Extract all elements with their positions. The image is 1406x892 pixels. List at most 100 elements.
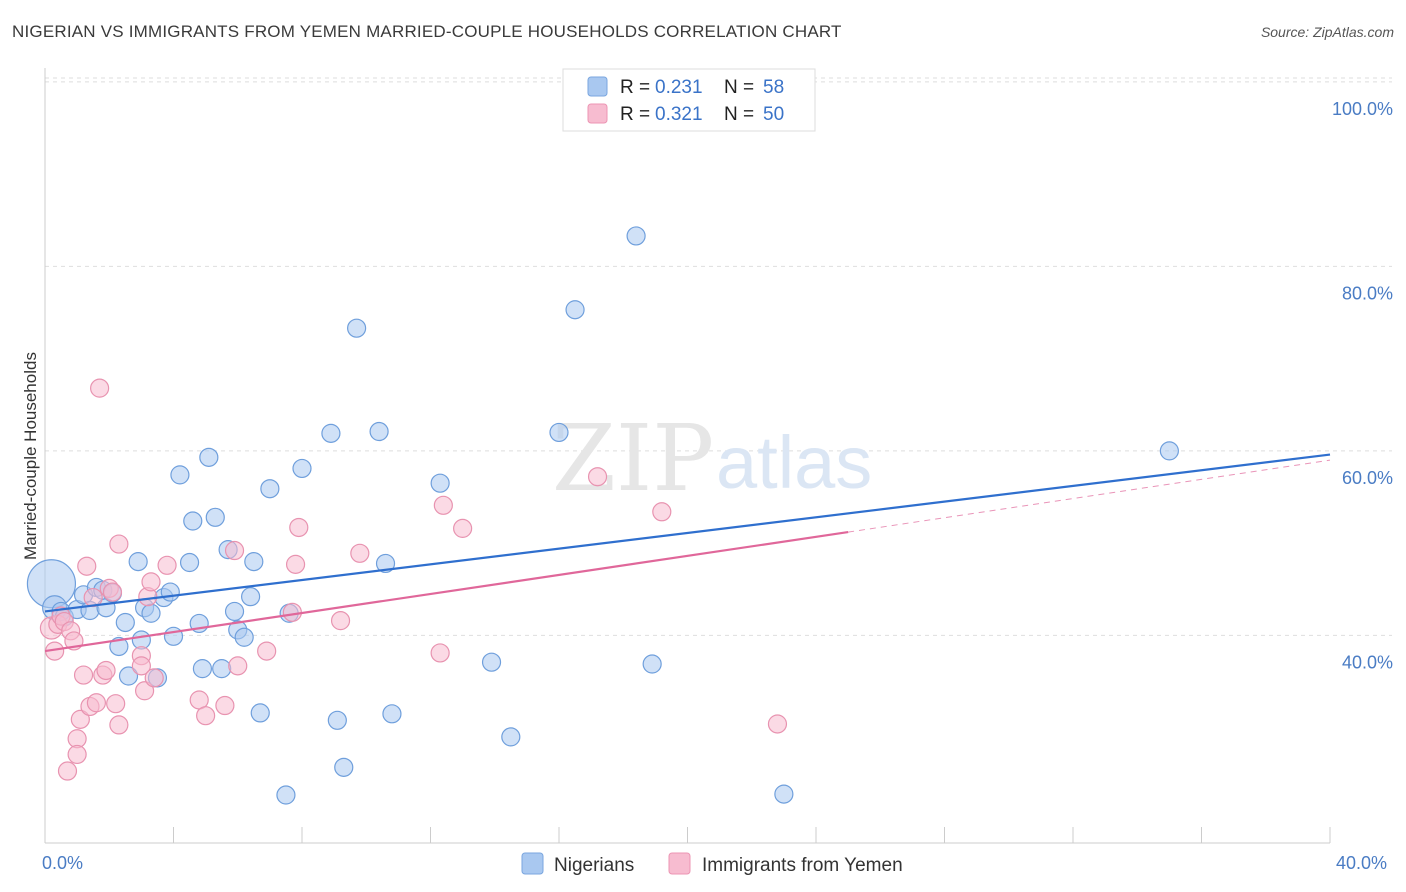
x-tick-marks	[44, 827, 1331, 843]
x-tick-label-min: 0.0%	[42, 853, 83, 873]
nigerian-point	[375, 553, 396, 574]
data-points	[26, 226, 1179, 805]
yemen-point	[57, 761, 78, 781]
yemen-point	[109, 534, 129, 554]
yemen-point	[257, 641, 277, 661]
nigerian-point	[327, 710, 347, 730]
y-tick-labels: 40.0% 60.0% 80.0% 100.0%	[1332, 99, 1393, 673]
yemen-point	[430, 643, 450, 663]
legend-swatch-yemen	[668, 852, 691, 875]
legend-n-label: N =	[724, 77, 754, 98]
yemen-point	[77, 556, 97, 576]
yemen-point	[144, 668, 164, 688]
watermark-zip: ZIP	[552, 405, 714, 512]
yemen-point	[285, 554, 306, 574]
legend-swatch-nigerians	[587, 76, 608, 97]
nigerian-point	[224, 601, 245, 622]
yemen-point	[73, 665, 94, 685]
nigerian-point	[170, 465, 190, 485]
nigerian-point	[160, 582, 180, 602]
nigerian-point	[260, 479, 280, 499]
legend-n-value: 50	[763, 104, 784, 125]
watermark-atlas: atlas	[716, 421, 872, 504]
y-tick-label: 80.0%	[1342, 283, 1393, 303]
yemen-point	[282, 602, 302, 622]
nigerian-point	[334, 757, 354, 777]
yemen-point	[196, 706, 216, 726]
yemen-point	[131, 656, 151, 676]
nigerian-point	[115, 612, 135, 633]
nigerian-point	[205, 507, 225, 527]
yemen-point	[90, 378, 110, 398]
legend-r-label: R =	[620, 77, 650, 98]
yemen-point	[224, 540, 245, 561]
legend-label-yemen: Immigrants from Yemen	[702, 855, 903, 876]
nigerian-point	[1159, 441, 1179, 461]
yemen-point	[350, 543, 370, 563]
nigerian-point	[481, 652, 502, 672]
y-tick-label: 40.0%	[1342, 652, 1393, 672]
nigerian-point	[109, 636, 129, 657]
nigerian-point	[118, 666, 139, 686]
legend-n-label: N =	[724, 104, 754, 125]
yemen-point	[96, 660, 116, 681]
yemen-point	[767, 714, 788, 734]
nigerian-point	[347, 318, 367, 338]
yemen-point	[134, 681, 155, 701]
nigerian-point	[183, 511, 203, 531]
legend-n-value: 58	[763, 77, 784, 98]
nigerian-point	[549, 422, 569, 443]
nigerian-point	[501, 727, 521, 747]
legend-swatch-nigerians	[521, 852, 544, 875]
nigerian-point	[179, 552, 200, 573]
yemen-point	[70, 709, 90, 729]
nigerian-point	[276, 785, 296, 805]
x-tick-label-max: 40.0%	[1336, 853, 1387, 873]
legend-r-value: 0.321	[655, 104, 703, 125]
nigerian-point	[199, 447, 219, 467]
yemen-point	[109, 715, 129, 735]
yemen-point	[157, 555, 177, 575]
nigerian-point	[774, 784, 794, 804]
nigerian-point	[292, 458, 312, 479]
yemen-point	[228, 656, 248, 676]
y-axis-label: Married-couple Households	[21, 352, 40, 560]
y-tick-label: 100.0%	[1332, 99, 1393, 119]
nigerian-point	[128, 552, 148, 572]
yemen-trend-extension	[848, 459, 1331, 533]
nigerian-point	[241, 587, 261, 607]
source-label: Source: ZipAtlas.com	[1260, 24, 1394, 40]
yemen-point	[652, 502, 672, 522]
nigerian-point	[321, 423, 341, 443]
nigerian-point	[192, 659, 213, 679]
yemen-point	[289, 517, 309, 538]
nigerian-point	[244, 552, 264, 572]
nigerian-trend-line	[44, 453, 1331, 613]
nigerian-point	[141, 603, 161, 623]
yemen-point	[106, 694, 126, 714]
nigerian-point	[642, 654, 662, 674]
yemen-point	[67, 744, 87, 765]
yemen-trend-line	[44, 530, 849, 653]
nigerian-point	[430, 473, 450, 493]
legend-r-label: R =	[620, 104, 650, 125]
yemen-point	[215, 695, 235, 716]
yemen-point	[86, 693, 107, 713]
nigerian-point	[626, 226, 646, 246]
legend-bottom: Nigerians Immigrants from Yemen	[521, 852, 903, 876]
yemen-point	[102, 582, 123, 602]
legend-swatch-yemen	[587, 103, 608, 124]
nigerian-point	[234, 627, 254, 647]
legend-top: R = 0.231 N = 58 R = 0.321 N = 50	[562, 68, 816, 132]
nigerian-point	[250, 703, 270, 723]
yemen-point	[453, 518, 473, 538]
legend-label-nigerians: Nigerians	[554, 855, 634, 876]
nigerian-point	[565, 300, 585, 320]
yemen-point	[433, 495, 453, 515]
yemen-point	[141, 572, 161, 592]
nigerian-point	[369, 421, 389, 442]
nigerian-point	[212, 659, 232, 679]
y-tick-label: 60.0%	[1342, 468, 1393, 488]
legend-r-value: 0.231	[655, 77, 703, 98]
